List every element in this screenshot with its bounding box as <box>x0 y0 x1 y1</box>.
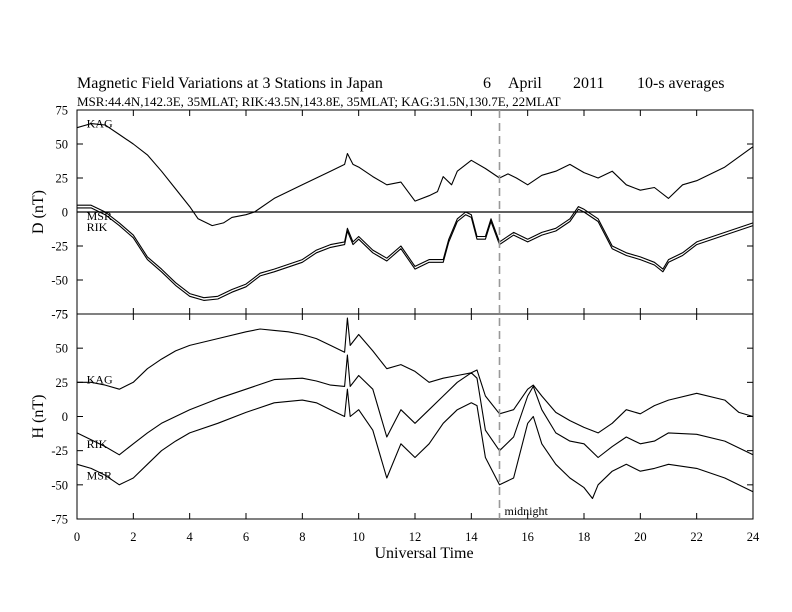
x-axis: Universal Time 0 2 4 6 8 10 12 14 16 18 20 22 24 <box>74 530 760 562</box>
y-tick-label: -50 <box>51 478 68 492</box>
midnight-label: midnight <box>505 504 549 518</box>
panel-h: 75 50 25 0 -25 -50 -75 H (nT) KAG RIK MSR <box>30 308 754 527</box>
y-tick-label: -75 <box>51 308 68 322</box>
x-tick-label: 20 <box>634 530 647 544</box>
series-label-kag: KAG <box>87 117 113 131</box>
y-tick-label: 50 <box>56 138 69 152</box>
x-tick-label: 18 <box>578 530 591 544</box>
y-tick-label: 50 <box>56 342 69 356</box>
series-label-kag: KAG <box>87 373 113 387</box>
chart-title: Magnetic Field Variations at 3 Stations … <box>77 75 383 92</box>
series-line-kag <box>76 123 754 227</box>
x-axis-label: Universal Time <box>374 545 473 562</box>
series-line-msr <box>77 204 754 299</box>
x-tick-label: 10 <box>352 530 365 544</box>
figure-header: Magnetic Field Variations at 3 Stations … <box>77 75 725 109</box>
date-day: 6 <box>483 75 491 92</box>
series-label-msr: MSR <box>87 468 112 482</box>
series-line-msr <box>76 388 754 500</box>
y-axis-label: D (nT) <box>30 190 47 234</box>
x-tick-label: 14 <box>465 530 478 544</box>
y-tick-label: -50 <box>51 274 68 288</box>
series-line-kag <box>77 317 754 434</box>
midnight-marker: midnight <box>498 110 549 519</box>
y-tick-label: 0 <box>62 410 68 424</box>
series-label-msr: MSR <box>87 209 112 223</box>
series-label-rik: RIK <box>87 437 108 451</box>
x-tick-label: 8 <box>299 530 305 544</box>
x-tick-label: 22 <box>690 530 703 544</box>
y-axis-label: H (nT) <box>30 395 47 439</box>
x-tick-label: 12 <box>409 530 422 544</box>
x-tick-label: 16 <box>521 530 534 544</box>
series-line-rik <box>76 354 754 459</box>
date-month: April <box>508 75 542 92</box>
x-tick-label: 6 <box>243 530 249 544</box>
y-tick-label: 25 <box>56 376 69 390</box>
y-tick-label: 75 <box>56 308 69 322</box>
y-tick-label: 0 <box>62 206 68 220</box>
series-label-rik: RIK <box>87 220 108 234</box>
panel-frame <box>76 313 754 520</box>
stations-info: MSR:44.4N,142.3E, 35MLAT; RIK:43.5N,143.… <box>77 94 561 109</box>
x-tick-label: 4 <box>187 530 194 544</box>
x-tick-label: 24 <box>747 530 760 544</box>
averaging-note: 10-s averages <box>637 75 725 92</box>
y-tick-label: 75 <box>56 104 69 118</box>
x-tick-label: 0 <box>74 530 80 544</box>
date-year: 2011 <box>573 75 604 92</box>
x-tick-label: 2 <box>130 530 136 544</box>
y-tick-label: 25 <box>56 172 69 186</box>
y-tick-label: -75 <box>51 513 68 527</box>
series-line-rik <box>77 207 754 301</box>
y-tick-label: -25 <box>51 444 68 458</box>
y-tick-label: -25 <box>51 240 68 254</box>
